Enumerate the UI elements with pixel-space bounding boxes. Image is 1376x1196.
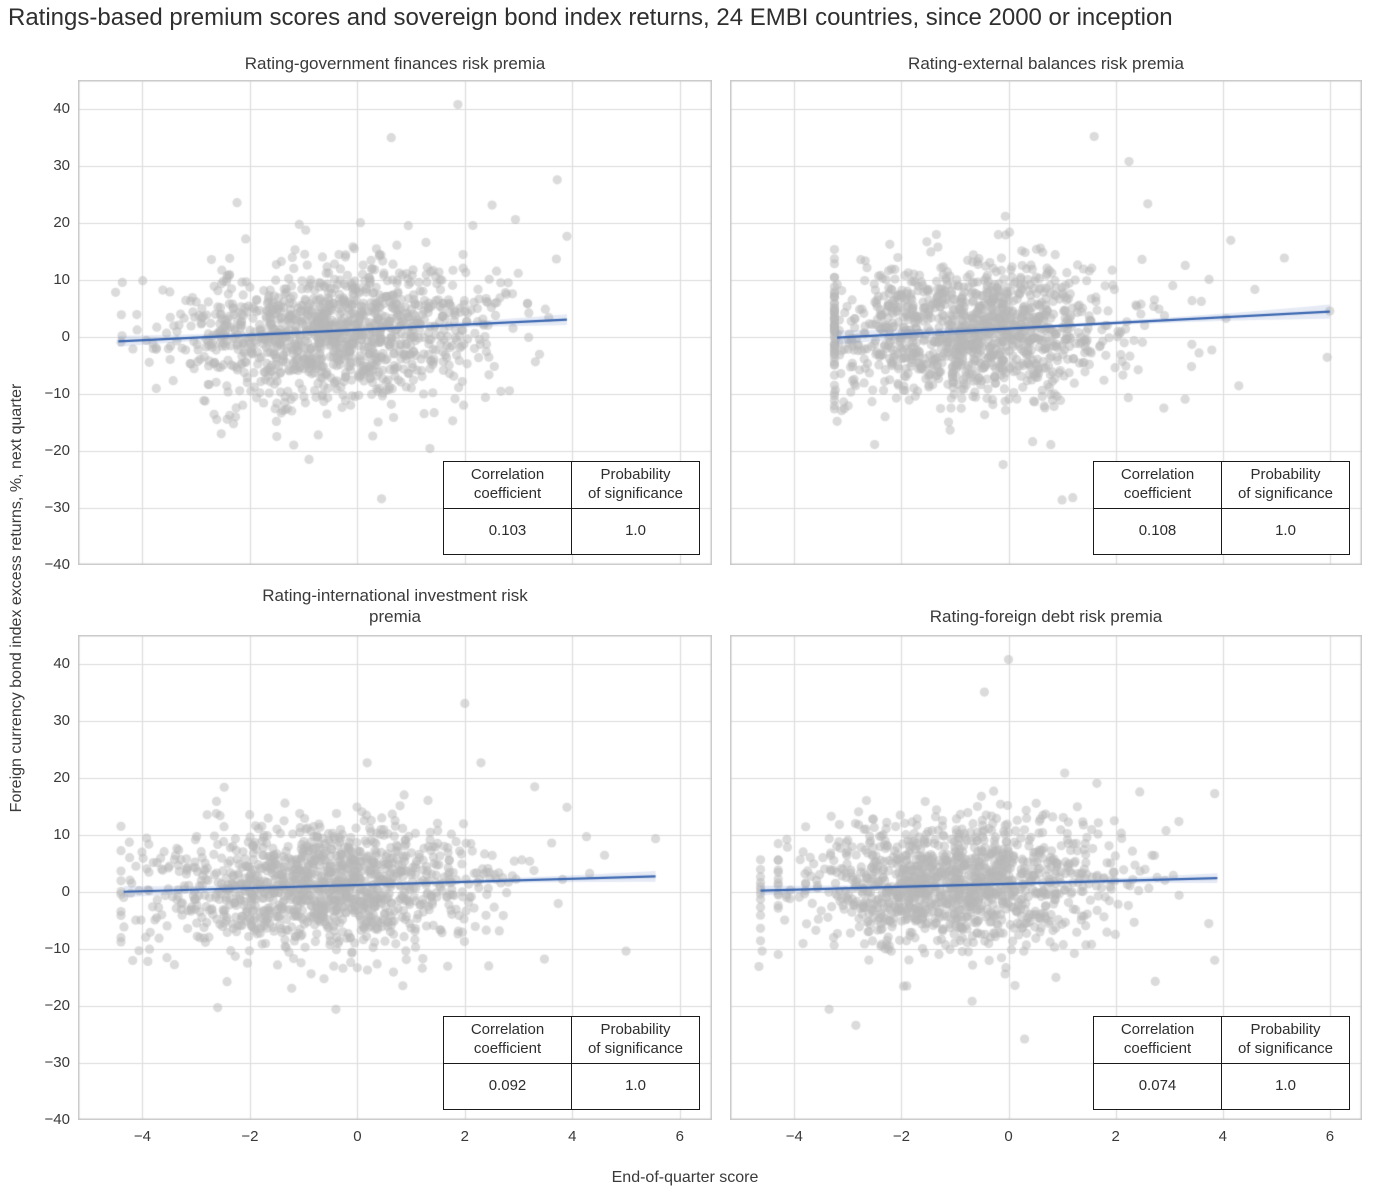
y-tick-label: 10 bbox=[53, 270, 70, 288]
y-tick-label: 10 bbox=[53, 825, 70, 843]
x-tick-label: 0 bbox=[353, 1128, 362, 1145]
probability-header-cell: Probability of significance bbox=[571, 1016, 700, 1064]
y-tick-label: −30 bbox=[44, 1053, 70, 1071]
correlation-header-cell: Correlation coefficient bbox=[443, 1016, 572, 1064]
stats-table-foreign-debt: Correlation coefficient Probability of s… bbox=[1093, 1016, 1350, 1110]
stats-table-international-investment: Correlation coefficient Probability of s… bbox=[443, 1016, 700, 1110]
panel-government-finances: Correlation coefficient Probability of s… bbox=[45, 80, 712, 573]
y-axis-label: Foreign currency bond index excess retur… bbox=[8, 383, 25, 813]
x-tick-label: −2 bbox=[892, 1128, 910, 1145]
x-tick-label: 4 bbox=[1218, 1128, 1227, 1145]
x-tick-label: 4 bbox=[568, 1128, 577, 1145]
correlation-header-cell: Correlation coefficient bbox=[1093, 461, 1222, 509]
panel-title-international-investment: Rating-international investment risk pre… bbox=[262, 586, 528, 626]
x-tick-label: 6 bbox=[1325, 1128, 1335, 1145]
x-tick-label: 2 bbox=[1111, 1128, 1120, 1145]
y-tick-label: −40 bbox=[44, 1111, 70, 1128]
probability-header-cell: Probability of significance bbox=[571, 461, 700, 509]
y-tick-label: 40 bbox=[53, 654, 70, 672]
x-tick-label: −2 bbox=[241, 1128, 259, 1145]
y-tick-label: −30 bbox=[44, 498, 70, 516]
x-tick-label: 2 bbox=[460, 1128, 470, 1145]
y-tick-label: 20 bbox=[53, 213, 70, 231]
panel-title-government-finances: Rating-government finances risk premia bbox=[244, 54, 546, 73]
probability-value-cell: 1.0 bbox=[571, 1063, 700, 1110]
y-tick-label: 30 bbox=[53, 156, 70, 174]
x-tick-label: 0 bbox=[1004, 1128, 1013, 1145]
panel-title-foreign-debt: Rating-foreign debt risk premia bbox=[929, 607, 1163, 626]
y-tick-label: −40 bbox=[44, 556, 70, 573]
probability-header-cell: Probability of significance bbox=[1221, 461, 1350, 509]
y-tick-label: −10 bbox=[44, 384, 70, 402]
panel-international-investment: Correlation coefficient Probability of s… bbox=[45, 635, 712, 1145]
correlation-value-cell: 0.074 bbox=[1093, 1063, 1222, 1110]
correlation-header-cell: Correlation coefficient bbox=[443, 461, 572, 509]
correlation-value-cell: 0.103 bbox=[443, 508, 572, 555]
probability-header-cell: Probability of significance bbox=[1221, 1016, 1350, 1064]
x-axis-label: End-of-quarter score bbox=[611, 1169, 759, 1186]
correlation-header-cell: Correlation coefficient bbox=[1093, 1016, 1222, 1064]
x-tick-label: −4 bbox=[785, 1128, 803, 1145]
probability-value-cell: 1.0 bbox=[1221, 508, 1350, 555]
y-tick-label: 0 bbox=[61, 882, 70, 900]
panel-title-external-balances: Rating-external balances risk premia bbox=[908, 54, 1184, 73]
y-tick-label: 0 bbox=[61, 327, 70, 345]
correlation-value-cell: 0.092 bbox=[443, 1063, 572, 1110]
probability-value-cell: 1.0 bbox=[571, 508, 700, 555]
stats-table-government-finances: Correlation coefficient Probability of s… bbox=[443, 461, 700, 555]
figure-title: Ratings-based premium scores and soverei… bbox=[8, 4, 1173, 31]
stats-table-external-balances: Correlation coefficient Probability of s… bbox=[1093, 461, 1350, 555]
y-tick-label: 30 bbox=[53, 711, 70, 729]
y-tick-label: 40 bbox=[53, 99, 70, 117]
probability-value-cell: 1.0 bbox=[1221, 1063, 1350, 1110]
panel-foreign-debt: Correlation coefficient Probability of s… bbox=[730, 635, 1362, 1145]
y-tick-label: −10 bbox=[44, 939, 70, 957]
y-tick-label: −20 bbox=[44, 996, 70, 1014]
y-tick-label: 20 bbox=[53, 768, 70, 786]
x-tick-label: −4 bbox=[133, 1128, 152, 1145]
correlation-value-cell: 0.108 bbox=[1093, 508, 1222, 555]
y-tick-label: −20 bbox=[44, 441, 70, 459]
panel-external-balances: Correlation coefficient Probability of s… bbox=[730, 80, 1362, 565]
x-tick-label: 6 bbox=[675, 1128, 684, 1145]
